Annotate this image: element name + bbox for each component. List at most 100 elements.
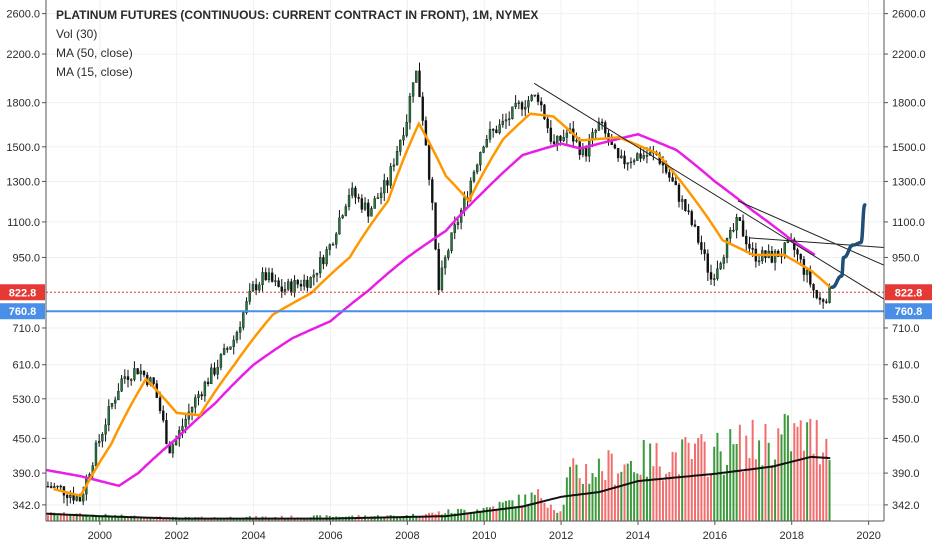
candle-body — [222, 348, 226, 355]
candle-body — [741, 220, 745, 237]
volume-bar — [511, 500, 514, 521]
volume-bar — [677, 474, 680, 521]
candle-body — [703, 249, 706, 254]
volume-bar — [533, 494, 536, 521]
candle-body — [219, 354, 223, 368]
candle-body — [325, 249, 328, 265]
candle-body — [540, 101, 543, 106]
volume-bar — [636, 473, 639, 521]
candle-body — [296, 280, 299, 285]
price-tag-right: 760.8 — [895, 306, 923, 318]
x-tick-label: 2012 — [549, 530, 573, 542]
candle-body — [796, 249, 799, 255]
candle-body — [773, 250, 777, 263]
trendline-middle — [737, 200, 885, 266]
volume-bar — [687, 442, 690, 521]
volume-bar — [591, 473, 594, 521]
candle-body — [745, 235, 748, 245]
candle-body — [594, 130, 597, 133]
y-tick-label-left: 710.0 — [12, 323, 40, 335]
candle-body — [373, 198, 376, 209]
volume-bar — [607, 450, 610, 521]
y-tick-label-right: 710.0 — [892, 323, 920, 335]
chart-legend: PLATINUM FUTURES (CONTINUOUS: CURRENT CO… — [56, 6, 538, 82]
volume-bar — [697, 437, 700, 521]
volume-bar — [572, 458, 575, 521]
y-tick-label-right: 390.0 — [892, 468, 920, 480]
volume-bar — [604, 480, 607, 521]
volume-bar — [825, 438, 828, 521]
volume-bars — [46, 413, 831, 521]
legend-vol[interactable]: Vol (30) — [56, 27, 98, 41]
candle-body — [671, 177, 674, 182]
candle-body — [238, 327, 242, 333]
volume-bar — [722, 474, 725, 521]
candle-body — [203, 381, 207, 397]
y-tick-label-right: 1100.0 — [892, 217, 925, 229]
x-tick-label: 2000 — [88, 530, 112, 542]
volume-bar — [143, 516, 146, 521]
candle-body — [812, 284, 815, 291]
candle-body — [495, 129, 498, 134]
volume-bar — [463, 509, 466, 521]
candle-body — [799, 254, 802, 260]
volume-bar — [514, 507, 517, 521]
candle-body — [508, 118, 511, 120]
candle-body — [748, 243, 751, 249]
candle-body — [584, 147, 588, 157]
candle-body — [485, 139, 488, 148]
volume-bar — [562, 504, 565, 521]
volume-bar — [501, 502, 504, 521]
volume-bar — [472, 512, 475, 521]
y-tick-label-right: 950.0 — [892, 252, 920, 264]
candle-body — [379, 192, 383, 198]
volume-bar — [815, 419, 818, 521]
volume-bar — [107, 515, 110, 521]
y-tick-label-left: 1100.0 — [7, 217, 40, 229]
x-tick-label: 2008 — [395, 530, 419, 542]
candle-body — [386, 180, 389, 186]
legend-ma15[interactable]: MA (15, close) — [56, 65, 133, 79]
volume-bar — [585, 464, 588, 521]
volume-bar — [578, 478, 581, 521]
candle-body — [533, 94, 537, 97]
candle-body — [770, 250, 774, 263]
volume-bar — [742, 472, 745, 521]
candle-body — [626, 162, 629, 165]
volume-bar — [162, 517, 165, 521]
volume-bar — [553, 510, 556, 521]
candle-body — [328, 244, 332, 250]
candle-body — [639, 153, 642, 159]
candle-body — [680, 199, 684, 202]
y-tick-label-left: 610.0 — [12, 360, 40, 372]
y-tick-label-right: 610.0 — [892, 360, 920, 372]
y-tick-label-right: 1500.0 — [892, 142, 926, 154]
volume-bar — [530, 492, 533, 521]
volume-bar — [123, 516, 126, 521]
legend-ma50[interactable]: MA (50, close) — [56, 46, 133, 60]
candle-body — [251, 284, 255, 292]
volume-bar — [764, 424, 767, 521]
volume-bar — [729, 429, 732, 521]
price-tag-left: 760.8 — [9, 306, 37, 318]
y-tick-label-left: 530.0 — [12, 394, 40, 406]
volume-bar — [434, 514, 437, 521]
candle-body — [306, 279, 309, 288]
candle-body — [78, 496, 82, 502]
candles — [46, 62, 831, 506]
candle-body — [668, 172, 671, 178]
candle-body — [226, 348, 229, 350]
candle-body — [142, 370, 146, 376]
volume-bar — [828, 460, 831, 521]
candle-body — [264, 272, 267, 281]
volume-bar — [165, 518, 168, 521]
chart-axes: 2600.0 2600.0 2200.0 2200.0 1800.0 1800.0 1500… — [6, 0, 926, 542]
candle-body — [677, 184, 681, 202]
price-tag-bg — [885, 303, 932, 320]
y-tick-label-right: 2200.0 — [892, 49, 926, 61]
candle-body — [46, 486, 50, 488]
candle-body — [498, 124, 501, 134]
volume-bar — [469, 512, 472, 521]
candle-body — [725, 237, 729, 258]
